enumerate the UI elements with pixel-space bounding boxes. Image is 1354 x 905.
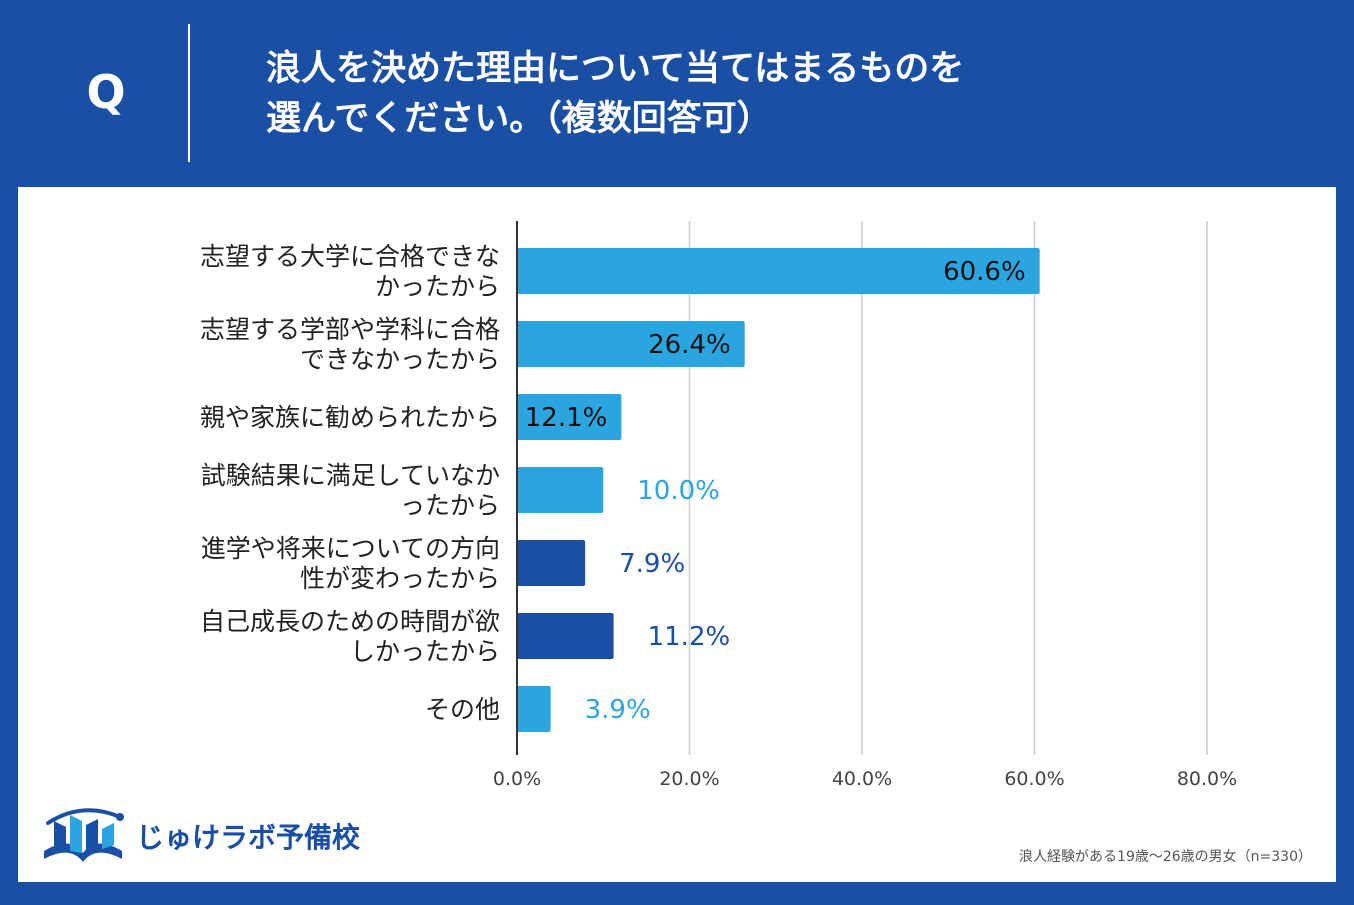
bar-value-label: 7.9% (619, 549, 685, 579)
sample-note: 浪人経験がある19歳～26歳の男女（n=330） (1019, 849, 1312, 865)
bar (517, 467, 604, 513)
bar-value-label: 60.6% (943, 257, 1026, 287)
bar (517, 248, 1040, 294)
x-tick-label: 20.0% (659, 768, 719, 790)
category-label: 志望する大学に合格できな (200, 242, 500, 271)
category-label: 志望する学部や学科に合格 (200, 315, 500, 344)
book-logo-icon (44, 808, 124, 862)
category-label: 進学や将来についての方向 (201, 534, 500, 563)
category-label: 自己成長のための時間が欲 (200, 607, 500, 636)
bar-value-label: 11.2% (648, 622, 731, 652)
bar-value-label: 26.4% (648, 330, 731, 360)
bar-value-label: 3.9% (585, 695, 651, 725)
brand-logo: じゅけラボ予備校 (40, 806, 370, 866)
category-label: 性が変わったから (300, 564, 500, 593)
x-tick-label: 80.0% (1177, 768, 1237, 790)
chart-panel: 0.0% 20.0% 40.0% 60.0% 80.0% 60.6% 志望する大学に合格でき… (18, 187, 1336, 882)
category-label: 試験結果に満足していなか (201, 461, 500, 490)
x-tick-label: 60.0% (1004, 768, 1064, 790)
bar (517, 613, 614, 659)
question-title-line-1: 浪人を決めた理由について当てはまるものを (266, 49, 965, 89)
bar (517, 321, 745, 367)
question-title-line-2: 選んでください。（複数回答可） (266, 99, 772, 139)
brand-name: じゅけラボ予備校 (136, 821, 361, 854)
bar (517, 540, 586, 586)
category-label: その他 (425, 695, 500, 724)
x-tick-label: 0.0% (493, 768, 541, 790)
question-label: Q (86, 65, 126, 119)
bar-value-label: 10.0% (637, 476, 720, 506)
category-label: ったから (400, 491, 500, 520)
bar-value-label: 12.1% (525, 403, 608, 433)
question-title: 浪人を決めた理由について当てはまるものを 選んでください。（複数回答可） (266, 44, 1306, 144)
category-label: できなかったから (300, 345, 500, 374)
category-label: かったから (375, 272, 500, 301)
header-divider (188, 24, 190, 162)
category-label: 親や家族に勧められたから (200, 403, 500, 432)
category-label: しかったから (350, 637, 500, 666)
bar-chart: 0.0% 20.0% 40.0% 60.0% 80.0% 60.6% 志望する大学に合格でき… (200, 221, 1237, 790)
x-tick-label: 40.0% (832, 768, 892, 790)
bar (517, 686, 551, 732)
bar (517, 394, 622, 440)
